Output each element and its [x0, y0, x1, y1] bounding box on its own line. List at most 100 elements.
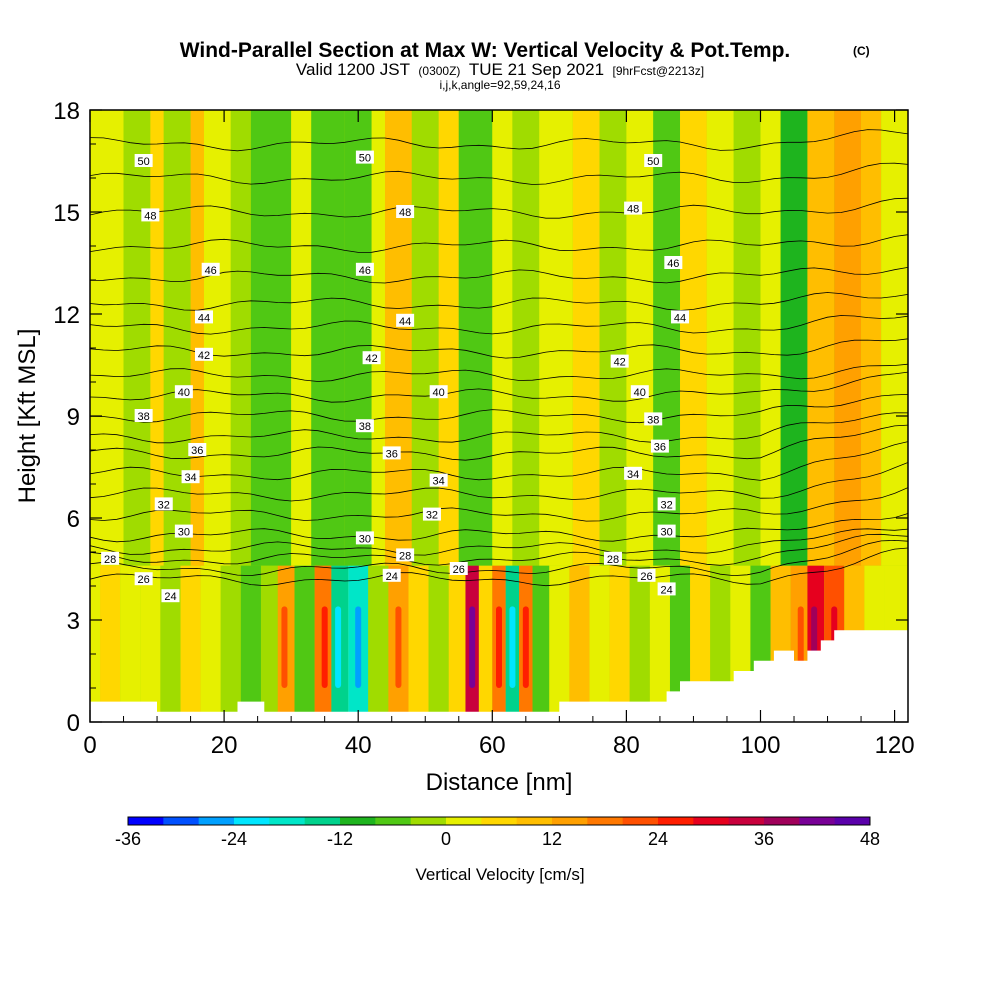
- velocity-column: [569, 565, 590, 722]
- isentrope-label: 24: [657, 582, 676, 596]
- isentrope-label: 40: [174, 385, 193, 399]
- velocity-band: [385, 110, 412, 566]
- velocity-column: [428, 565, 449, 722]
- velocity-column: [220, 565, 241, 722]
- velocity-band: [250, 110, 292, 566]
- velocity-band: [733, 110, 761, 566]
- velocity-band: [680, 110, 707, 566]
- velocity-band: [311, 110, 345, 566]
- velocity-band: [599, 110, 627, 566]
- isentrope-label: 34: [181, 470, 200, 484]
- isentrope-line: [90, 338, 908, 359]
- valid-utc: (0300Z): [418, 64, 460, 78]
- isentrope-label: 28: [101, 551, 120, 566]
- svg-text:30: 30: [178, 527, 190, 539]
- colorbar-label: Vertical Velocity [cm/s]: [415, 865, 584, 884]
- colorbar-swatch: [304, 817, 341, 825]
- isentrope-line: [90, 234, 908, 253]
- isentrope-line: [90, 462, 908, 502]
- isentrope-label: 42: [610, 354, 629, 369]
- velocity-column: [609, 565, 630, 722]
- velocity-column: [180, 565, 201, 722]
- svg-text:46: 46: [667, 258, 679, 270]
- x-tick-label: 60: [479, 732, 506, 759]
- svg-text:36: 36: [191, 445, 203, 457]
- isentrope-label: 36: [382, 446, 401, 460]
- isentrope-label: 28: [396, 548, 415, 562]
- terrain-mask: [90, 630, 908, 722]
- isentrope-label: 46: [201, 262, 220, 277]
- velocity-column: [140, 565, 161, 722]
- copyright-mark: (C): [853, 44, 870, 58]
- velocity-band: [411, 110, 439, 566]
- svg-text:46: 46: [205, 265, 217, 277]
- isentrope-label: 42: [194, 347, 213, 362]
- velocity-column: [120, 565, 141, 722]
- isentrope-label: 26: [449, 562, 468, 576]
- velocity-column: [408, 565, 429, 722]
- y-tick-label: 3: [67, 608, 80, 635]
- velocity-column: [532, 565, 550, 722]
- isentrope-label: 40: [429, 385, 448, 399]
- svg-text:44: 44: [198, 312, 210, 324]
- svg-text:48: 48: [399, 207, 411, 219]
- isentrope-line: [90, 394, 908, 424]
- isentrope-label: 50: [134, 154, 153, 168]
- velocity-band: [230, 110, 251, 566]
- velocity-core: [395, 606, 402, 688]
- svg-text:26: 26: [138, 574, 150, 586]
- svg-text:38: 38: [647, 414, 659, 426]
- isentrope-line: [90, 162, 908, 185]
- velocity-band: [512, 110, 540, 566]
- isentrope-label: 24: [382, 568, 401, 583]
- svg-text:50: 50: [647, 156, 659, 168]
- velocity-band: [203, 110, 231, 566]
- isentrope-label: 44: [671, 310, 690, 324]
- valid-date: TUE 21 Sep 2021: [469, 60, 604, 79]
- isentrope-label: 30: [657, 524, 676, 539]
- velocity-band: [807, 110, 835, 566]
- velocity-core: [469, 606, 476, 688]
- colorbar-tick-label: 48: [860, 829, 880, 849]
- svg-text:40: 40: [433, 387, 445, 399]
- colorbar-swatch: [622, 817, 659, 825]
- isentrope-label: 42: [362, 351, 381, 365]
- colorbar-tick-label: 36: [754, 829, 774, 849]
- y-tick-label: 12: [53, 302, 80, 329]
- velocity-column: [294, 565, 315, 722]
- svg-text:40: 40: [634, 387, 646, 399]
- isentrope-line: [90, 513, 908, 543]
- velocity-column: [240, 565, 261, 722]
- velocity-column: [260, 565, 278, 722]
- velocity-band: [780, 110, 808, 566]
- valid-prefix: Valid 1200 JST: [296, 60, 410, 79]
- isentrope-label: 50: [355, 150, 374, 165]
- isentrope-line: [90, 129, 908, 152]
- svg-text:38: 38: [138, 411, 150, 423]
- isentrope-label: 32: [657, 497, 676, 511]
- isentrope-line: [90, 412, 908, 444]
- isentrope-line: [90, 371, 908, 403]
- velocity-band: [492, 110, 513, 566]
- isentrope-label: 26: [637, 568, 656, 583]
- isentrope-label: 50: [644, 154, 663, 168]
- velocity-core: [355, 606, 362, 688]
- colorbar-swatch: [410, 817, 447, 825]
- velocity-column: [100, 565, 121, 722]
- isentrope-label: 38: [355, 419, 374, 433]
- colorbar-swatch: [234, 817, 270, 825]
- velocity-band: [539, 110, 573, 566]
- isentrope-label: 30: [174, 524, 193, 539]
- colorbar-tick-label: 0: [441, 829, 451, 849]
- isentrope-lines: [90, 129, 908, 587]
- x-tick-label: 40: [345, 732, 372, 759]
- velocity-column: [589, 565, 610, 722]
- svg-text:36: 36: [386, 448, 398, 460]
- isentrope-label: 34: [624, 466, 643, 481]
- velocity-column: [549, 565, 570, 722]
- svg-text:28: 28: [399, 550, 411, 562]
- svg-text:44: 44: [674, 312, 686, 324]
- colorbar-swatch: [764, 817, 800, 825]
